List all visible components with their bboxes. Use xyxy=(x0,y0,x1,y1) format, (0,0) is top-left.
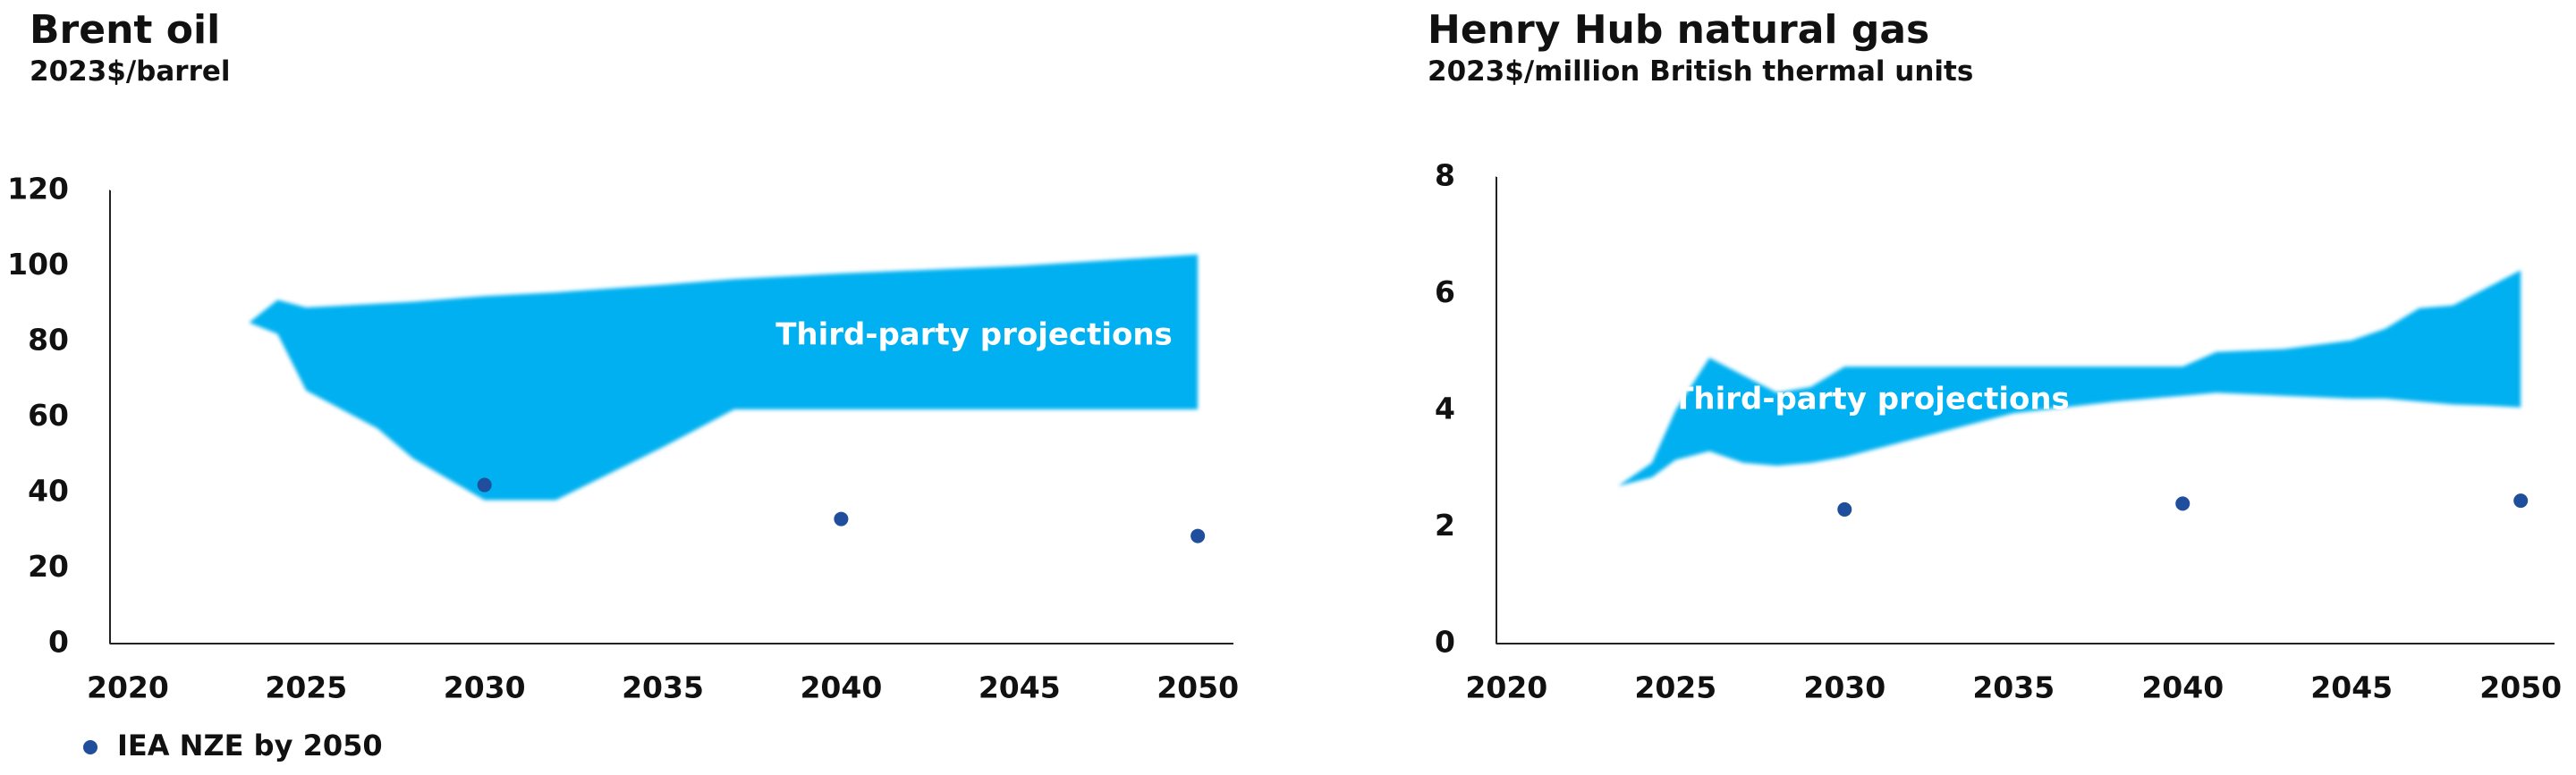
y-tick-label: 8 xyxy=(1435,158,1455,193)
band-annotation: Third-party projections xyxy=(1673,382,2070,417)
x-tick-label: 2025 xyxy=(265,670,347,705)
legend-label: IEA NZE by 2050 xyxy=(117,729,383,762)
scatter-point xyxy=(1191,528,1206,543)
x-tick-label: 2040 xyxy=(800,670,882,705)
x-tick-label: 2035 xyxy=(1972,670,2055,705)
x-tick-label: 2020 xyxy=(87,670,169,705)
scatter-point xyxy=(2513,493,2529,509)
scatter-point xyxy=(1837,501,1852,517)
y-tick-label: 60 xyxy=(28,398,69,433)
projection-band xyxy=(249,254,1199,501)
chart-title: Brent oil xyxy=(30,7,220,53)
chart-title: Henry Hub natural gas xyxy=(1428,7,1929,53)
scatter-point xyxy=(477,477,492,493)
y-tick-label: 80 xyxy=(28,323,69,358)
y-tick-label: 120 xyxy=(7,172,69,206)
x-tick-label: 2020 xyxy=(1465,670,1547,705)
scatter-point xyxy=(834,511,849,526)
x-tick-label: 2025 xyxy=(1634,670,1716,705)
x-tick-label: 2040 xyxy=(2141,670,2224,705)
x-tick-label: 2030 xyxy=(1803,670,1885,705)
x-tick-label: 2050 xyxy=(1157,670,1239,705)
y-tick-label: 6 xyxy=(1435,274,1455,309)
y-tick-label: 2 xyxy=(1435,508,1455,543)
y-tick-label: 4 xyxy=(1435,392,1455,426)
x-tick-label: 2045 xyxy=(979,670,1061,705)
y-tick-label: 0 xyxy=(48,625,69,660)
chart-subtitle: 2023$/barrel xyxy=(30,55,231,88)
legend-marker xyxy=(83,740,97,754)
y-tick-label: 40 xyxy=(28,474,69,509)
x-tick-label: 2030 xyxy=(444,670,526,705)
chart-subtitle: 2023$/million British thermal units xyxy=(1428,55,1973,88)
y-tick-label: 100 xyxy=(7,247,69,282)
x-tick-label: 2050 xyxy=(2479,670,2562,705)
scatter-point xyxy=(2175,496,2190,511)
y-tick-label: 20 xyxy=(28,549,69,584)
x-tick-label: 2045 xyxy=(2310,670,2393,705)
band-annotation: Third-party projections xyxy=(775,317,1173,353)
chart-panel: Brent oil2023$/barrel0204060801001202020… xyxy=(7,7,1239,762)
y-tick-label: 0 xyxy=(1435,625,1455,660)
x-tick-label: 2035 xyxy=(622,670,704,705)
projection-band xyxy=(1618,270,2521,486)
